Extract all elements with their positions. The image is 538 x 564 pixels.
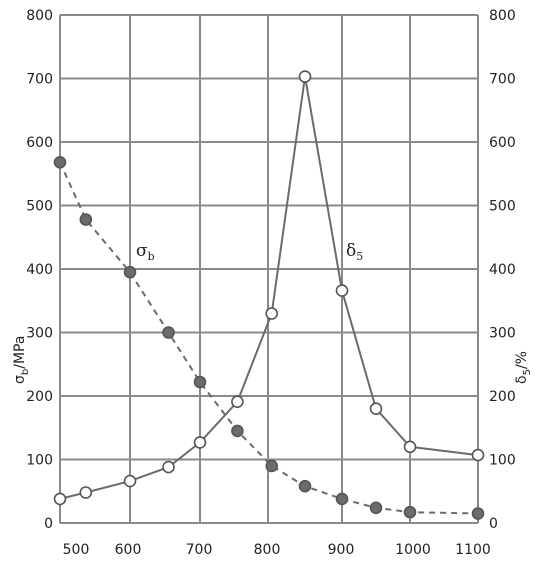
delta-5-point xyxy=(79,486,93,499)
left-y-tick-label: 0 xyxy=(44,516,53,532)
left-y-tick-label: 600 xyxy=(26,135,53,151)
sigma-b-point xyxy=(403,505,417,519)
x-tick-label: 900 xyxy=(328,542,355,558)
sigma-b-point xyxy=(79,213,93,226)
sigma-b-point xyxy=(162,326,175,339)
delta-5-point xyxy=(193,436,207,449)
series xyxy=(53,70,485,520)
delta-5-point xyxy=(123,474,137,488)
series-label-sigma-b: σb xyxy=(136,241,155,263)
left-y-tick-label: 200 xyxy=(26,389,53,405)
x-tick-label: 700 xyxy=(186,542,213,558)
right-y-tick-label: 800 xyxy=(489,8,516,24)
left-y-tick-label: 300 xyxy=(26,326,53,342)
left-y-tick-label: 800 xyxy=(26,8,53,24)
right-y-tick-label: 0 xyxy=(489,516,498,532)
series-label-delta-5: δ5 xyxy=(346,241,363,263)
right-y-tick-label: 600 xyxy=(489,135,516,151)
right-y-tick-label: 500 xyxy=(489,199,516,215)
delta-5-point xyxy=(335,284,349,297)
delta-5-point xyxy=(53,492,67,506)
sigma-b-point xyxy=(298,479,312,493)
sigma-b-point xyxy=(265,459,279,473)
delta-5-point xyxy=(369,402,383,416)
x-tick-label: 600 xyxy=(115,542,142,558)
sigma-b-point xyxy=(369,501,383,515)
right-y-tick-label: 200 xyxy=(489,389,516,405)
left-y-tick-label: 400 xyxy=(26,262,53,278)
x-tick-label: 1000 xyxy=(395,542,431,558)
left-y-tick-label: 100 xyxy=(26,453,53,469)
sigma-b-point xyxy=(123,265,137,279)
left-y-tick-label: 500 xyxy=(26,199,53,215)
delta-5-point xyxy=(298,70,312,83)
sigma-b-point xyxy=(231,424,244,438)
grid xyxy=(59,14,479,524)
delta-5-point xyxy=(471,448,485,462)
right-axis-title: δ5/% xyxy=(514,351,533,384)
right-y-tick-label: 100 xyxy=(489,453,516,469)
x-tick-label: 1100 xyxy=(455,542,491,558)
sigma-b-point xyxy=(335,492,349,506)
series-line-delta-5 xyxy=(59,76,479,500)
delta-5-point xyxy=(265,307,279,320)
delta-5-point xyxy=(231,395,244,409)
delta-5-point xyxy=(162,460,175,474)
right-axis-ticks: 0 100 200 300 400 500 600 700 800 xyxy=(489,8,516,532)
right-y-tick-label: 700 xyxy=(489,72,516,88)
x-tick-label: 800 xyxy=(254,542,281,558)
x-tick-label: 500 xyxy=(63,542,90,558)
sigma-b-point xyxy=(471,507,485,520)
right-y-tick-label: 300 xyxy=(489,326,516,342)
left-axis-title: σb/MPa xyxy=(12,336,31,384)
sigma-b-point xyxy=(53,156,67,169)
sigma-b-point xyxy=(193,375,207,389)
left-y-tick-label: 700 xyxy=(26,72,53,88)
right-y-tick-label: 400 xyxy=(489,262,516,278)
delta-5-point xyxy=(403,440,417,454)
x-axis-ticks: 500 600 700 800 900 1000 1100 xyxy=(63,542,491,558)
left-axis-ticks: 0 100 200 300 400 500 600 700 800 xyxy=(26,8,53,532)
